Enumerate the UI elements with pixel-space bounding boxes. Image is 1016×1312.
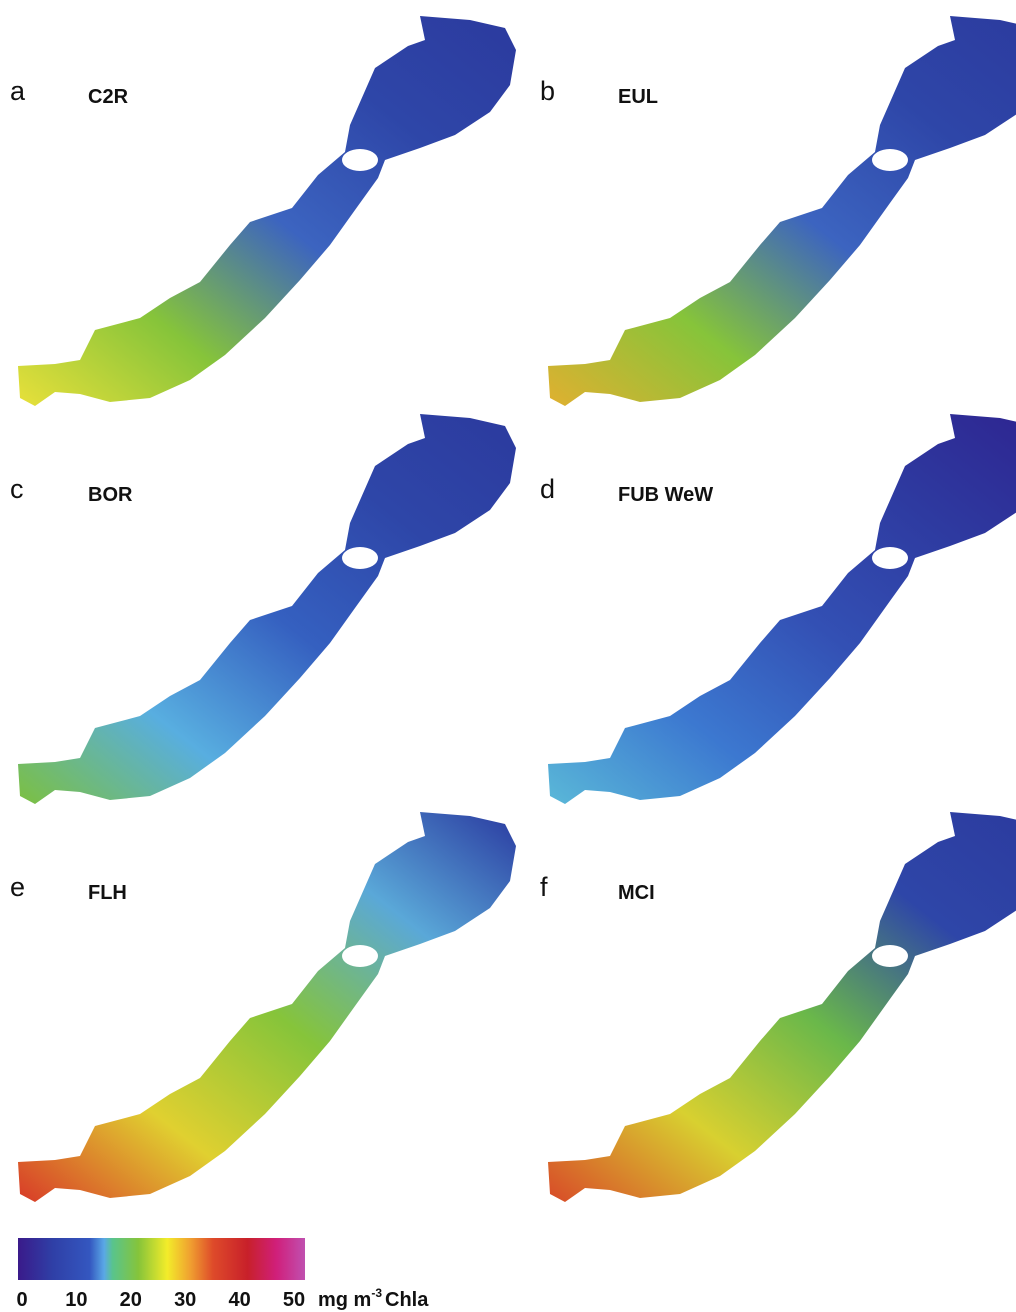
panel-letter: b (540, 76, 555, 106)
panel: f MCI (540, 812, 1016, 1202)
unit: mg m-3 Chla (318, 1286, 429, 1311)
panel-method: FUB WeW (618, 484, 713, 506)
island (872, 547, 908, 569)
panel-method: FLH (88, 882, 127, 904)
panel-letter: a (10, 76, 26, 106)
panel-letter: c (10, 474, 24, 504)
island (342, 149, 378, 171)
colorbar-ticks: 0 10 20 30 40 50 (16, 1289, 305, 1311)
lake-map (548, 812, 1016, 1202)
panel-letter: d (540, 474, 555, 504)
lake-map (548, 414, 1016, 804)
panel-letter: f (540, 872, 548, 902)
panel-method: MCI (618, 882, 655, 904)
tick-label: 0 (16, 1289, 27, 1311)
panels: a C2R b EUL c BOR d FUB WeW e FLH f MCI (10, 16, 1016, 1202)
tick-label: 10 (65, 1289, 87, 1311)
panel: a C2R (10, 16, 516, 406)
panel: e FLH (10, 812, 516, 1202)
tick-label: 50 (283, 1289, 305, 1311)
lake-map (18, 414, 516, 804)
tick-label: 20 (120, 1289, 142, 1311)
panel-method: EUL (618, 86, 658, 108)
tick-label: 30 (174, 1289, 196, 1311)
lake-map (18, 812, 516, 1202)
island (342, 945, 378, 967)
panel-method: C2R (88, 86, 129, 108)
colorbar (18, 1238, 305, 1280)
panel: b EUL (540, 16, 1016, 406)
lake-map (18, 16, 516, 406)
island (872, 945, 908, 967)
island (872, 149, 908, 171)
tick-label: 40 (228, 1289, 250, 1311)
panel: c BOR (10, 414, 516, 804)
panel: d FUB WeW (540, 414, 1016, 804)
island (342, 547, 378, 569)
panel-letter: e (10, 872, 25, 902)
lake-map (548, 16, 1016, 406)
panel-method: BOR (88, 484, 133, 506)
